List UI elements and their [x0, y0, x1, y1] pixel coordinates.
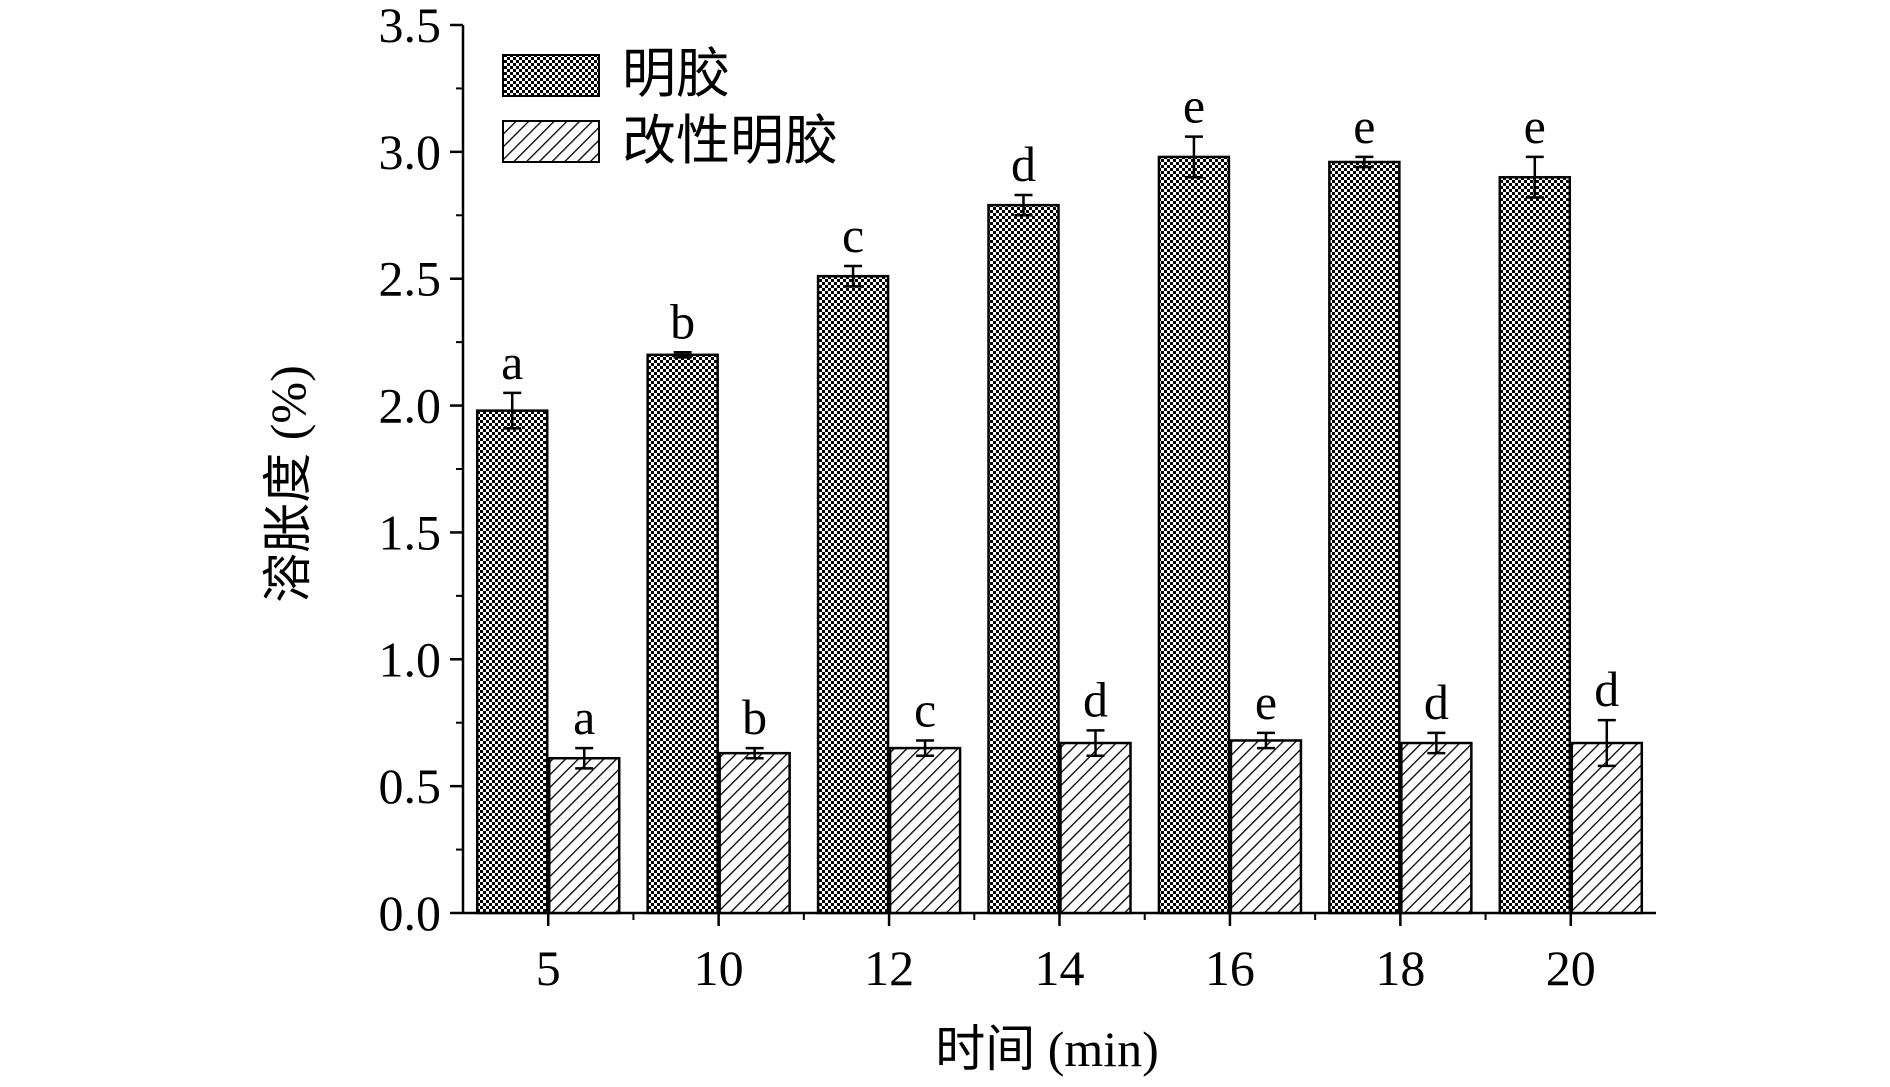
x-tick-label: 10	[694, 940, 744, 996]
significance-label: e	[1183, 78, 1205, 134]
x-tick-label: 16	[1205, 940, 1255, 996]
bar-modified-gelatin	[1059, 741, 1132, 915]
bar-modified-gelatin	[1229, 739, 1303, 915]
bar-modified-gelatin	[888, 746, 962, 915]
x-tick-label: 20	[1546, 940, 1596, 996]
bar-gelatin	[646, 353, 719, 915]
y-tick-label: 0.5	[379, 758, 442, 814]
bar-modified-gelatin	[1570, 741, 1644, 915]
bar-gelatin	[1498, 175, 1572, 915]
significance-label: b	[670, 293, 695, 349]
significance-label: e	[1255, 674, 1277, 730]
significance-label: c	[914, 681, 936, 737]
bar-gelatin	[475, 409, 549, 915]
significance-label: a	[501, 334, 523, 390]
legend: 明胶 改性明胶	[502, 44, 838, 171]
significance-label: d	[1424, 674, 1449, 730]
legend-label-modified-gelatin: 改性明胶	[622, 111, 838, 171]
bar-gelatin	[987, 203, 1060, 915]
bar-modified-gelatin	[1400, 741, 1473, 915]
legend-swatch-modified-gelatin	[502, 120, 600, 163]
bar-modified-gelatin	[547, 756, 621, 915]
plot-area: 0.0 0.5 1.0 1.5 2.0 2.5 3.0 3.5 5 a a 10 b b 12 c c 14 d d 1…	[379, 0, 1656, 996]
significance-label: e	[1524, 98, 1546, 154]
x-tick-label: 14	[1035, 940, 1085, 996]
x-axis-label: 时间 (min)	[935, 1021, 1159, 1077]
significance-label: d	[1594, 661, 1619, 717]
x-tick-label: 5	[536, 940, 561, 996]
y-tick-label: 1.5	[379, 504, 442, 560]
y-tick-label: 1.0	[379, 631, 442, 687]
y-axis-label: 溶胀度 (%)	[260, 365, 316, 602]
significance-label: d	[1011, 136, 1036, 192]
legend-label-gelatin: 明胶	[622, 44, 730, 104]
bar-gelatin	[1328, 160, 1401, 915]
bar-gelatin	[816, 274, 890, 915]
significance-label: c	[842, 207, 864, 263]
legend-swatch-gelatin	[502, 54, 600, 97]
y-tick-label: 2.0	[379, 378, 442, 434]
significance-label: a	[573, 689, 595, 745]
y-tick-label: 0.0	[379, 885, 442, 941]
x-tick-label: 12	[864, 940, 914, 996]
significance-label: e	[1353, 98, 1375, 154]
significance-label: d	[1083, 671, 1108, 727]
y-tick-label: 2.5	[379, 251, 442, 307]
bar-modified-gelatin	[718, 751, 791, 915]
bar-gelatin	[1157, 155, 1231, 915]
significance-label: b	[742, 689, 767, 745]
y-tick-label: 3.0	[379, 124, 442, 180]
y-tick-label: 3.5	[379, 0, 442, 53]
x-tick-label: 18	[1375, 940, 1425, 996]
